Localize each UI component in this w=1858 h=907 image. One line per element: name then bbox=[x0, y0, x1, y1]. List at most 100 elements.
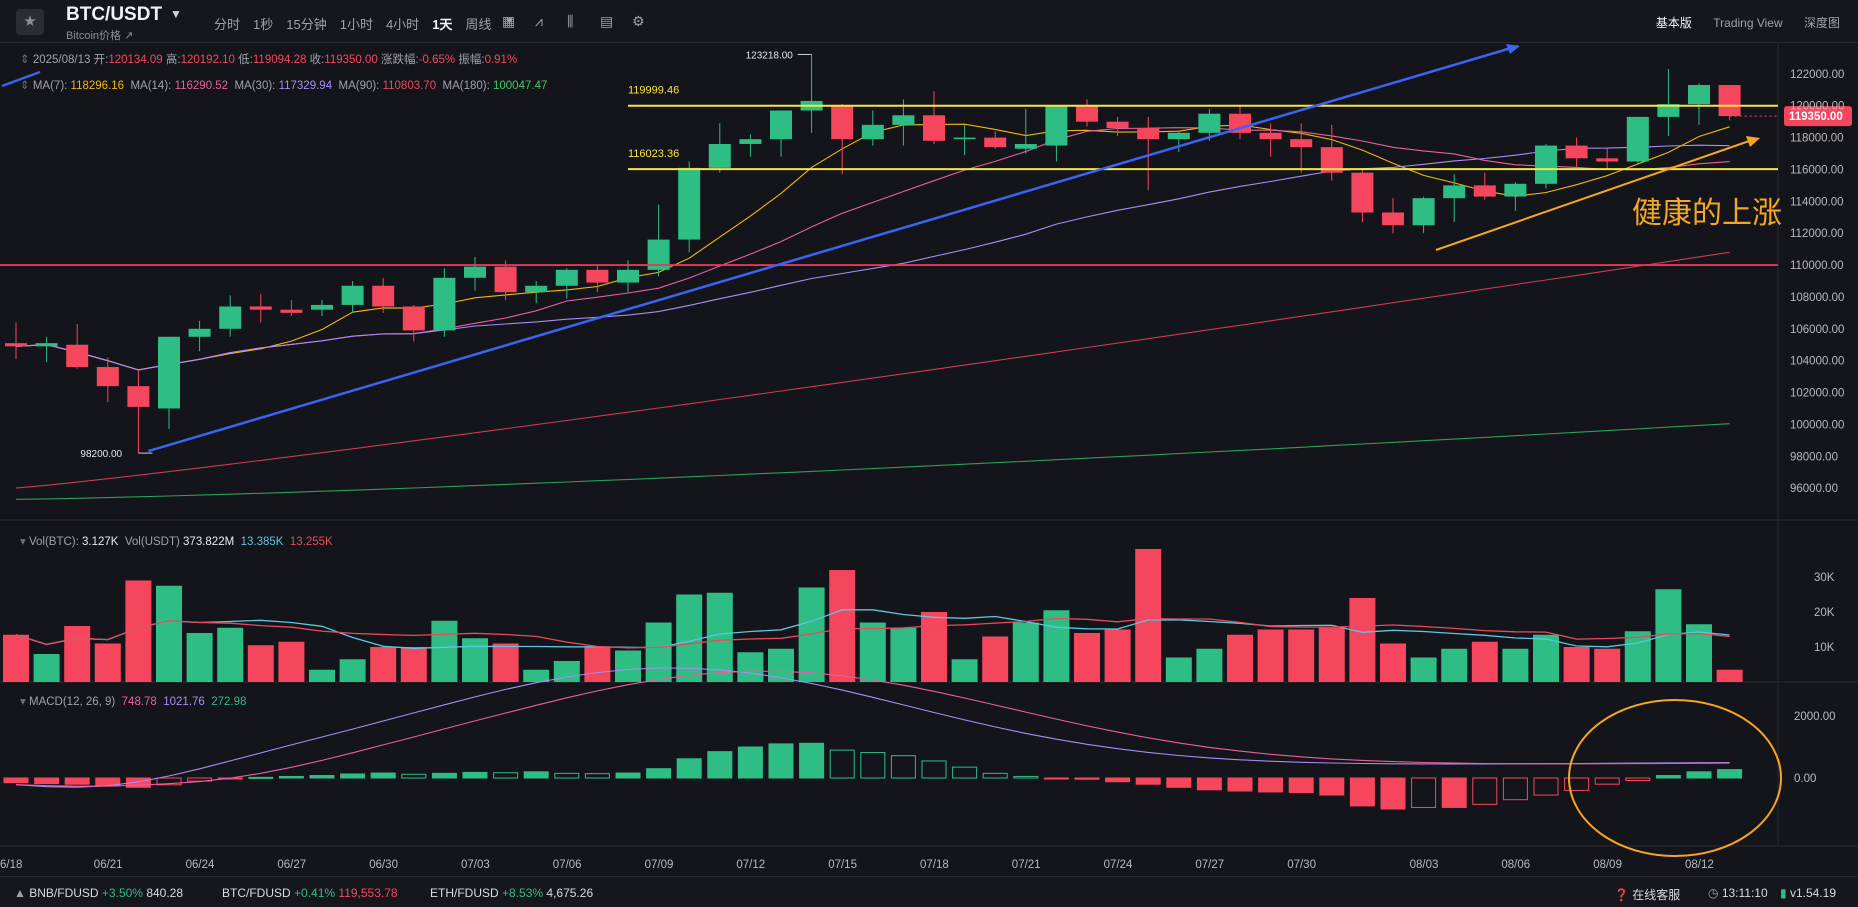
layout-icon[interactable]: ▤ bbox=[600, 13, 614, 29]
volume-bars bbox=[3, 549, 1743, 682]
legend-date: 2025/08/13 bbox=[32, 54, 91, 66]
collapse-icon[interactable]: ▾ bbox=[20, 696, 26, 708]
ticker-price: 119,553.78 bbox=[338, 886, 398, 900]
legend-high: 120192.10 bbox=[180, 54, 235, 66]
macd-bar bbox=[125, 777, 151, 788]
collapse-icon[interactable]: ⇕ bbox=[20, 54, 30, 66]
ma30-value: 117329.94 bbox=[278, 80, 333, 92]
candle-body bbox=[678, 167, 701, 240]
macd-bar bbox=[1135, 777, 1161, 785]
macd-bar bbox=[1655, 775, 1681, 779]
symbol-title[interactable]: BTC/USDT bbox=[66, 4, 163, 25]
candle-body bbox=[923, 115, 945, 141]
ma90-value: 110803.70 bbox=[382, 80, 437, 92]
date-tick-label: 07/18 bbox=[920, 859, 949, 871]
candle-body bbox=[1014, 143, 1037, 149]
symbol-subtitle[interactable]: Bitcoin价格 ↗ bbox=[66, 30, 134, 42]
macd-bar bbox=[952, 766, 978, 779]
macd-bar bbox=[1441, 777, 1467, 808]
legend-low: 119094.28 bbox=[252, 54, 307, 66]
ticker-eth[interactable]: ETH/FDUSD +8.53% 4,675.26 bbox=[430, 886, 593, 900]
volume-bar bbox=[1074, 633, 1100, 682]
macd-bar bbox=[1625, 777, 1651, 781]
volume-bar bbox=[890, 627, 917, 682]
drawings: 119999.46 116023.36 123218.00 98200.00 11935… bbox=[0, 44, 1852, 857]
candle-body bbox=[372, 285, 395, 307]
view-depth[interactable]: 深度图 bbox=[1803, 16, 1840, 30]
axes: 122000.00 120000.00 118000.00 116000.00 1140… bbox=[0, 69, 1844, 871]
candle-body bbox=[1137, 128, 1160, 140]
candle-body bbox=[1320, 147, 1343, 173]
version: ▮ v1.54.19 bbox=[1780, 886, 1836, 900]
candle-body bbox=[219, 306, 242, 329]
legend-amp: 0.91% bbox=[484, 54, 518, 66]
candle-body bbox=[1290, 139, 1313, 148]
calendar-icon[interactable]: ▦ bbox=[502, 13, 516, 29]
candle-body bbox=[66, 344, 89, 368]
candle-type-icon[interactable]: ⫼ bbox=[567, 13, 574, 29]
macd-bar bbox=[584, 773, 610, 779]
volume-bar bbox=[1716, 669, 1743, 682]
interval-tab[interactable]: 分时 bbox=[214, 17, 241, 32]
candle-body bbox=[586, 269, 609, 283]
volume-bar bbox=[1227, 634, 1253, 682]
settings-gear-icon[interactable]: ⚙ bbox=[632, 13, 645, 29]
candle-body bbox=[1504, 183, 1527, 197]
volume-bar bbox=[431, 620, 458, 682]
ma14-label: MA(14): bbox=[130, 80, 172, 92]
macd-bar bbox=[1564, 777, 1590, 791]
candle-body bbox=[1229, 113, 1251, 133]
grid-lines bbox=[0, 42, 1858, 847]
volume-bar bbox=[339, 659, 366, 682]
trend-line-left bbox=[1, 70, 41, 88]
macd-bar bbox=[921, 760, 947, 779]
candle-body bbox=[35, 343, 58, 347]
candle-body bbox=[96, 367, 119, 387]
date-tick-label: 06/30 bbox=[369, 859, 398, 871]
volume-ma-line bbox=[15, 609, 1730, 649]
support-link[interactable]: ❓ 在线客服 bbox=[1614, 886, 1680, 903]
candle-body bbox=[1198, 113, 1221, 133]
price-tick-label: 122000.00 bbox=[1790, 69, 1844, 81]
ticker-change: +0.41% bbox=[294, 886, 336, 900]
interval-tab[interactable]: 4小时 bbox=[385, 17, 420, 32]
candle-body bbox=[1259, 132, 1282, 140]
interval-tabs: 分时 1秒 15分钟 1小时 4小时 1天 周线 ▼ bbox=[214, 14, 527, 33]
signal-icon: ▮ bbox=[1780, 886, 1787, 900]
volume-bar bbox=[1624, 631, 1651, 682]
view-tradingview[interactable]: Trading View bbox=[1713, 16, 1783, 30]
legend-amp-label: 振幅: bbox=[458, 54, 485, 66]
collapse-icon[interactable]: ▾ bbox=[20, 536, 26, 548]
volume-bar bbox=[1104, 629, 1131, 682]
interval-tab[interactable]: 15分钟 bbox=[286, 17, 327, 32]
price-chart[interactable]: 119999.46 116023.36 123218.00 98200.00 11935… bbox=[0, 42, 1858, 876]
view-basic[interactable]: 基本版 bbox=[1655, 16, 1692, 30]
macd-bar bbox=[982, 772, 1008, 779]
interval-tab[interactable]: 1小时 bbox=[339, 17, 373, 32]
macd-bar bbox=[1380, 777, 1406, 810]
date-tick-label: 07/27 bbox=[1195, 859, 1224, 871]
macd-bar bbox=[1013, 775, 1039, 779]
candle-body bbox=[494, 266, 517, 293]
interval-tab[interactable]: 1秒 bbox=[253, 17, 274, 32]
collapse-icon[interactable]: ⇕ bbox=[20, 80, 30, 92]
ticker-bnb[interactable]: ▲ BNB/FDUSD +3.50% 840.28 bbox=[14, 886, 184, 900]
ticker-btc[interactable]: BTC/FDUSD +0.41% 119,553.78 bbox=[222, 886, 398, 900]
interval-tab[interactable]: 周线 bbox=[465, 17, 492, 32]
volume-bar bbox=[645, 622, 672, 682]
candle-body bbox=[311, 304, 333, 310]
date-tick-label: 6/18 bbox=[0, 859, 22, 871]
candle-body bbox=[861, 124, 884, 140]
volume-bar bbox=[1012, 622, 1039, 682]
interval-tab-active[interactable]: 1天 bbox=[432, 17, 453, 32]
help-icon: ❓ bbox=[1614, 888, 1629, 902]
moving-averages bbox=[15, 123, 1730, 500]
interval-more-icon[interactable]: ▼ bbox=[504, 16, 515, 27]
indicator-icon[interactable]: ⩘ bbox=[535, 13, 543, 29]
chevron-down-icon[interactable]: ▼ bbox=[170, 7, 182, 21]
ma180-label: MA(180): bbox=[442, 80, 490, 92]
vol-btc-label: Vol(BTC): bbox=[28, 536, 79, 548]
ma-legend: ⇕ MA(7): 118296.16 MA(14): 116290.52 MA(… bbox=[20, 78, 547, 92]
favorite-star-icon[interactable]: ★ bbox=[16, 9, 44, 35]
candle-body bbox=[1076, 105, 1098, 122]
